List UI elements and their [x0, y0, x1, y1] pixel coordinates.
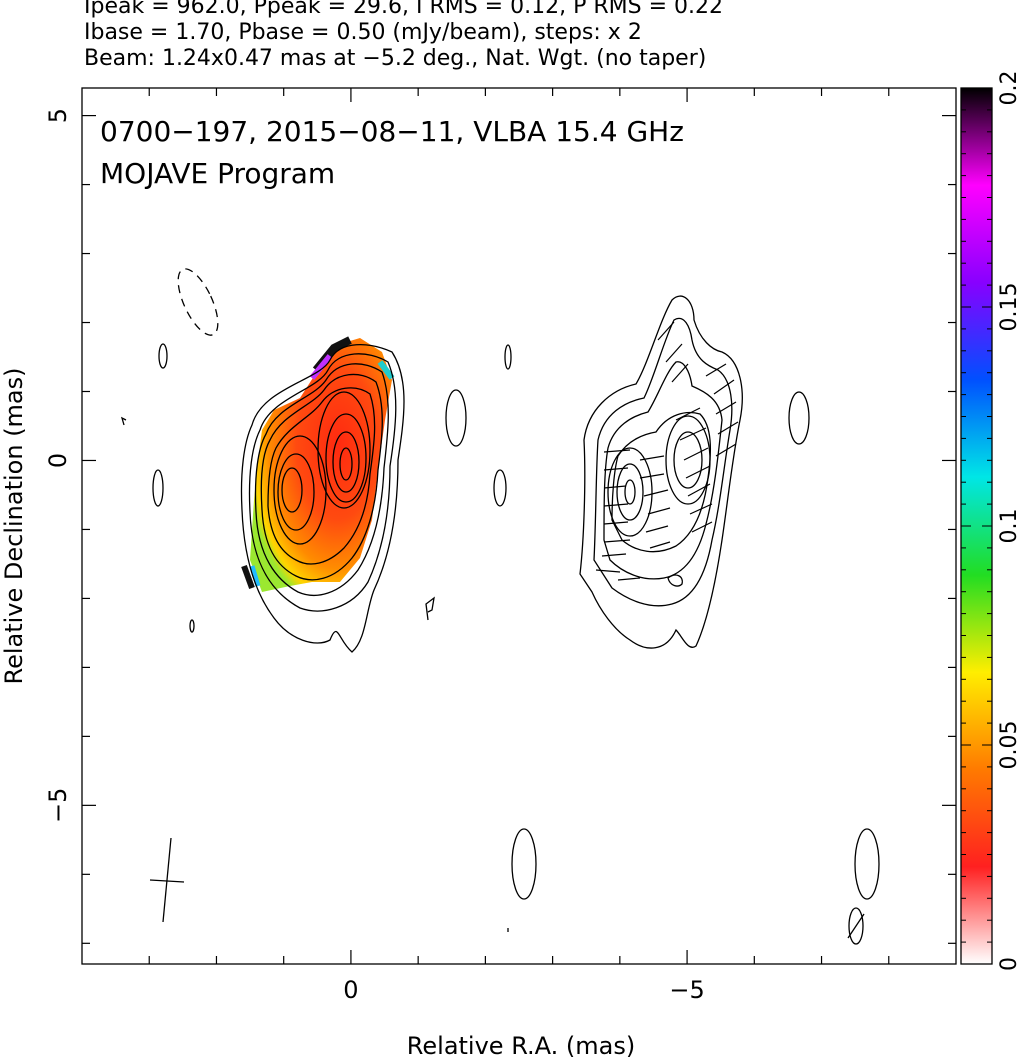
negative-contour: [177, 268, 219, 336]
axis-ticks: [82, 88, 956, 964]
noise-contour: [445, 389, 467, 447]
evpa-tick: [649, 541, 671, 549]
evpa-tick: [687, 483, 711, 497]
evpa-tick: [715, 401, 737, 415]
evpa-tick: [683, 447, 709, 461]
header-stats-line: Ipeak = 962.0, Ppeak = 29.6, I RMS = 0.1…: [84, 0, 723, 19]
evpa-tick: [685, 465, 711, 479]
polarized-contour: [607, 447, 653, 537]
polarized-contour: [579, 295, 743, 649]
colorbar-ticks: 0 0.05 0.1 0.15 0.2: [961, 71, 1021, 971]
plot-frame: [81, 87, 957, 965]
x-tick-label: −5: [669, 976, 704, 1004]
polarized-contour: [673, 431, 703, 489]
polarized-contour: [593, 317, 733, 607]
evpa-tick: [603, 485, 627, 489]
y-tick-label: 5: [44, 108, 72, 123]
colorbar-tick-label: 0.15: [997, 283, 1021, 332]
noise-contour: [788, 391, 810, 445]
evpa-tick: [691, 521, 713, 533]
noise-contour: [120, 416, 127, 426]
noise-contour: [158, 343, 168, 369]
colorbar-tick-label: 0.05: [997, 721, 1021, 770]
intensity-contour: [273, 435, 327, 545]
evpa-tick: [689, 503, 713, 515]
evpa-tick: [595, 569, 621, 573]
evpa-tick: [603, 521, 629, 525]
polarization-edge-color: [241, 564, 255, 590]
beam-marker: [149, 837, 185, 923]
polarization-edge-color: [249, 565, 261, 587]
polarized-contour: [665, 415, 711, 505]
plot-title: 0700−197, 2015−08−11, VLBA 15.4 GHz: [100, 115, 684, 148]
evpa-tick: [643, 489, 669, 497]
intensity-contour: [248, 353, 397, 612]
intensity-contour: [281, 467, 303, 513]
evpa-tick: [671, 363, 689, 383]
intensity-contour: [240, 343, 405, 653]
polarized-contour: [667, 574, 683, 587]
evpa-tick: [603, 449, 631, 453]
noise-contour: [189, 619, 195, 633]
polarization-edge-color: [377, 360, 395, 380]
noise-contour: [847, 913, 865, 939]
evpa-tick: [717, 421, 739, 435]
evpa-tick: [679, 427, 707, 441]
noise-contour: [848, 907, 864, 945]
header-beam-line: Beam: 1.24x0.47 mas at −5.2 deg., Nat. W…: [84, 46, 707, 71]
evpa-ticks: [595, 321, 739, 581]
evpa-tick: [715, 443, 737, 457]
polarization-edge-color: [309, 354, 333, 380]
evpa-tick: [639, 455, 665, 461]
evpa-tick: [657, 321, 675, 341]
intensity-contour: [267, 387, 376, 565]
y-tick-label: −5: [44, 788, 72, 823]
intensity-contour: [325, 413, 367, 503]
noise-contour: [425, 596, 435, 621]
noise-contour: [854, 828, 880, 900]
evpa-tick: [713, 379, 735, 395]
noise-contour: [511, 828, 537, 900]
colorbar-tick-label: 0.2: [997, 71, 1021, 106]
evpa-tick: [601, 553, 627, 557]
evpa-tick: [603, 539, 631, 543]
colorbar-tick-label: 0: [997, 957, 1021, 971]
evpa-tick: [647, 507, 671, 515]
y-tick-label: 0: [44, 453, 72, 468]
y-axis-label: Relative Declination (mas): [0, 367, 28, 684]
evpa-tick: [617, 577, 641, 581]
polarized-contour: [624, 479, 636, 505]
evpa-tick: [603, 467, 629, 471]
contour-layer: [120, 268, 880, 945]
noise-contour: [493, 469, 507, 507]
x-axis-label: Relative R.A. (mas): [407, 1032, 635, 1060]
intensity-contour: [339, 447, 353, 481]
evpa-tick: [705, 363, 727, 377]
noise-contour: [504, 344, 512, 370]
intensity-contour: [277, 453, 315, 531]
evpa-tick: [665, 343, 683, 363]
intensity-contour: [332, 431, 360, 493]
x-tick-label: 0: [343, 976, 358, 1004]
evpa-tick: [639, 473, 665, 479]
noise-contour: [152, 469, 164, 507]
header-contour-line: Ibase = 1.70, Pbase = 0.50 (mJy/beam), s…: [84, 20, 642, 45]
polarized-contour: [603, 361, 723, 580]
intensity-contour: [317, 391, 371, 509]
colorbar-tick-label: 0.1: [997, 509, 1021, 544]
evpa-tick: [603, 503, 629, 507]
intensity-contour: [254, 363, 389, 596]
polarized-contour: [616, 463, 644, 521]
intensity-contour: [260, 373, 383, 581]
plot-subtitle: MOJAVE Program: [100, 157, 335, 190]
evpa-tick: [675, 407, 701, 421]
evpa-tick: [645, 525, 669, 533]
